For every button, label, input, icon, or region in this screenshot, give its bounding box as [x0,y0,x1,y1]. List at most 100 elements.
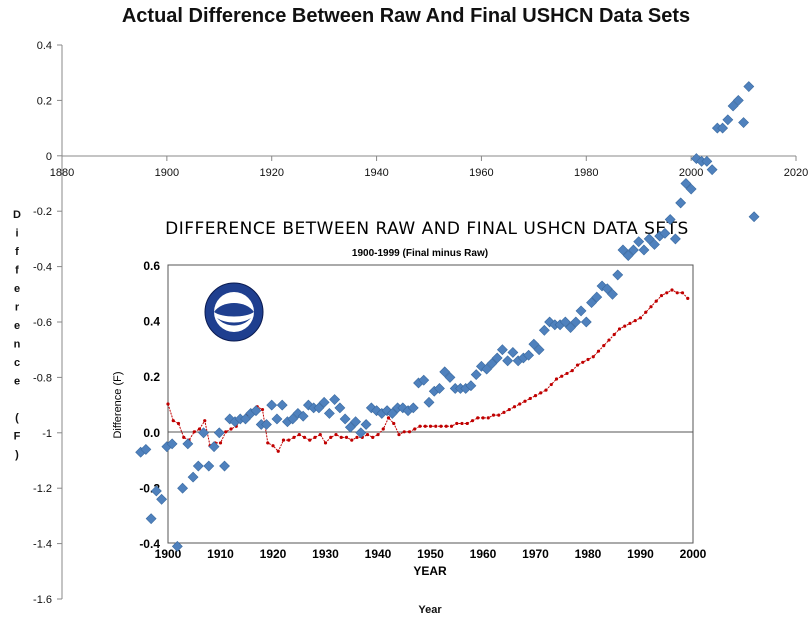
inner-data-point [197,427,202,431]
outer-data-point [628,244,639,256]
outer-x-tick-label: 1980 [574,167,598,179]
inner-data-point [203,419,207,423]
outer-x-tick-label: 1940 [364,167,388,179]
inner-data-point [670,288,674,292]
outer-data-point [727,100,739,112]
outer-data-point [633,236,645,248]
inner-data-point [287,438,291,442]
inner-chart-subtitle: 1900-1999 (Final minus Raw) [352,248,488,259]
outer-data-point [496,344,508,356]
outer-data-point [208,441,220,453]
outer-data-point [701,155,713,167]
inner-data-point [628,321,632,325]
inner-data-point [544,388,548,392]
inner-data-point [365,432,370,437]
outer-data-point [145,513,157,525]
outer-data-point [491,352,503,364]
outer-data-point [339,413,351,425]
inner-data-point [602,344,606,348]
outer-data-point [407,402,419,414]
inner-data-point [428,424,433,428]
outer-x-tick-label: 2020 [784,167,808,179]
outer-data-point [271,413,283,425]
inner-data-point [381,427,385,431]
outer-data-point [192,460,204,472]
outer-data-point [465,380,477,392]
outer-data-point [659,227,671,239]
outer-data-point [575,305,587,317]
outer-y-tick-label: 0 [46,151,52,163]
outer-data-point [344,421,356,433]
outer-data-point [507,347,519,358]
inner-y-tick-label: 0.0 [143,426,160,440]
inner-data-point [549,382,553,387]
outer-data-point [675,197,687,209]
outer-data-point [607,288,618,300]
inner-x-tick-label: 1990 [627,547,654,561]
inner-data-point [444,424,448,428]
inner-x-tick-label: 1960 [470,547,497,561]
inner-data-point [497,413,501,417]
inner-data-point [318,432,322,437]
inner-data-point [686,296,690,300]
inner-data-point [355,435,359,439]
inner-x-tick-label: 1980 [575,547,602,561]
inner-data-point [323,441,328,445]
inner-data-point [565,371,569,376]
outer-data-point [250,405,262,417]
inner-x-tick-label: 1950 [417,547,444,561]
outer-data-point [334,402,346,414]
inner-data-point [528,396,532,401]
outer-y-axis-label: Difference(F) [13,209,21,461]
inner-data-point [512,405,517,409]
outer-data-point [538,324,550,336]
outer-data-point [580,316,592,328]
outer-y-label-letter: f [15,265,19,277]
outer-data-point [276,399,288,411]
inner-data-point [423,424,427,428]
outer-data-point [643,233,655,245]
inner-data-point [638,316,643,320]
inner-data-point [560,374,564,378]
outer-y-label-letter: D [13,209,21,221]
outer-data-point [680,178,692,189]
inner-data-point [297,432,301,437]
outer-data-point [638,244,650,256]
outer-data-point [664,214,676,225]
inner-data-point [271,444,275,448]
inner-x-tick-label: 1910 [207,547,234,561]
inner-data-point [470,419,475,423]
outer-y-tick-label: 0.2 [37,95,52,107]
inner-data-point [224,430,228,434]
outer-x-tick-label: 1920 [259,167,283,179]
inner-x-tick-label: 1900 [155,547,182,561]
inner-x-axis-label: YEAR [413,564,447,578]
outer-data-point [434,383,445,394]
inner-series-points [166,288,690,453]
inner-data-point [182,435,186,439]
inner-data-point [402,430,406,434]
inner-data-point [407,430,412,434]
inner-data-point [607,338,611,342]
inner-data-point [266,441,270,445]
outer-data-point [502,355,514,367]
outer-data-point [203,460,215,472]
inner-data-point [434,424,438,428]
inner-data-point [539,391,543,395]
outer-y-tick-label: -1.6 [33,594,52,606]
inner-data-point [486,416,490,420]
outer-data-point [533,344,545,356]
outer-data-point [748,211,760,223]
inner-data-point [623,324,627,328]
outer-data-point [177,482,189,494]
inner-data-point [313,435,317,439]
inner-x-tick-label: 1930 [312,547,339,561]
outer-data-point [601,283,613,295]
inner-data-point [659,293,664,298]
inner-data-point [418,424,422,428]
outer-x-ticks: 1880 1900 1920 1940 1960 1980 2000 2020 [50,156,808,179]
outer-data-point [323,407,335,419]
inner-data-point [633,319,637,323]
inner-data-point [649,305,653,309]
outer-data-point [559,316,571,328]
